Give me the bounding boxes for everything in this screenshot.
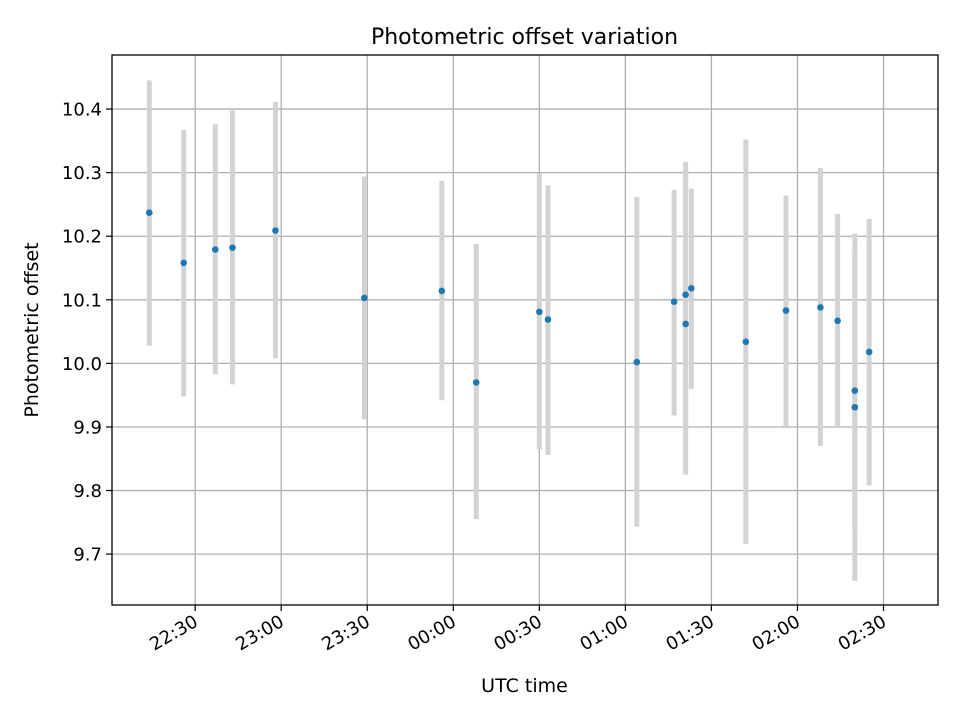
data-point (834, 317, 841, 325)
data-point (851, 387, 859, 395)
x-tick-label: 01:00 (576, 611, 631, 655)
x-tick-label: 02:00 (749, 611, 804, 655)
data-point (438, 287, 446, 295)
data-point (865, 348, 873, 356)
data-point (536, 308, 543, 316)
x-tick-label: 22:30 (146, 611, 201, 655)
data-point (688, 285, 695, 292)
chart-title: Photometric offset variation (371, 25, 678, 50)
y-tick-label: 10.4 (62, 100, 102, 121)
data-point (272, 227, 279, 234)
x-tick-label: 02:30 (835, 611, 890, 655)
x-tick-label: 23:00 (232, 611, 287, 655)
errorbars (146, 80, 872, 581)
x-axis-label: UTC time (481, 675, 568, 697)
x-axis-ticks: 22:30 23:00 23:30 00:00 00:30 01:00 01:30 02:00… (146, 605, 890, 655)
data-point (145, 209, 153, 216)
y-axis-label: Photometric offset (21, 242, 43, 417)
y-tick-label: 10.0 (62, 354, 102, 375)
data-point (670, 298, 678, 306)
data-point (682, 320, 689, 328)
data-point (180, 259, 188, 267)
y-tick-label: 10.2 (62, 227, 102, 248)
data-point (633, 358, 641, 366)
plot-frame (111, 54, 939, 606)
x-tick-label: 01:30 (662, 611, 717, 655)
grid (112, 55, 938, 605)
data-point (682, 291, 689, 299)
y-tick-label: 9.7 (73, 545, 102, 566)
data-point (817, 304, 824, 311)
y-tick-label: 9.8 (73, 481, 102, 502)
data-point (544, 316, 552, 323)
y-tick-label: 10.3 (62, 163, 102, 184)
data-point (851, 403, 859, 411)
x-tick-label: 00:30 (490, 611, 545, 655)
x-tick-label: 00:00 (404, 611, 459, 655)
y-tick-label: 10.1 (62, 290, 102, 311)
y-axis-ticks: 9.7 9.8 9.9 10.0 10.1 10.2 10.3 10.4 (62, 100, 112, 566)
y-tick-label: 9.9 (73, 417, 102, 438)
data-point (782, 307, 790, 314)
data-point (742, 338, 750, 346)
data-point (229, 244, 236, 251)
data-point (361, 294, 368, 302)
data-point (472, 379, 480, 386)
data-point (211, 246, 219, 253)
x-tick-label: 23:30 (318, 611, 373, 655)
data-points (145, 209, 873, 411)
